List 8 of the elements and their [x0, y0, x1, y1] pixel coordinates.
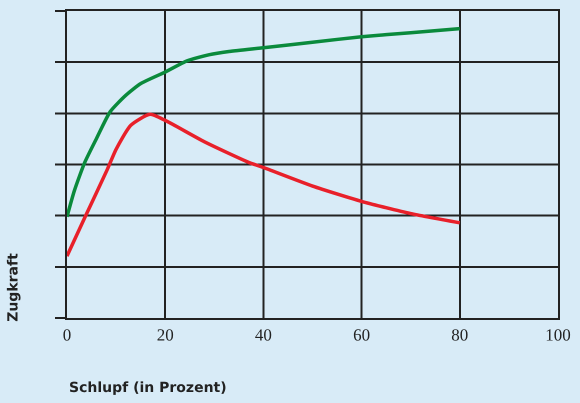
- x-tick-label: 100: [545, 325, 571, 344]
- x-tick-label: 40: [254, 325, 272, 344]
- x-axis-title: Schlupf (in Prozent): [69, 380, 227, 396]
- x-tick-label: 60: [353, 325, 370, 344]
- x-tick-label: 80: [451, 325, 468, 344]
- y-axis-title: Zugkraft: [6, 252, 22, 322]
- x-tick-label: 0: [62, 325, 72, 344]
- x-tick-label: 20: [156, 325, 174, 344]
